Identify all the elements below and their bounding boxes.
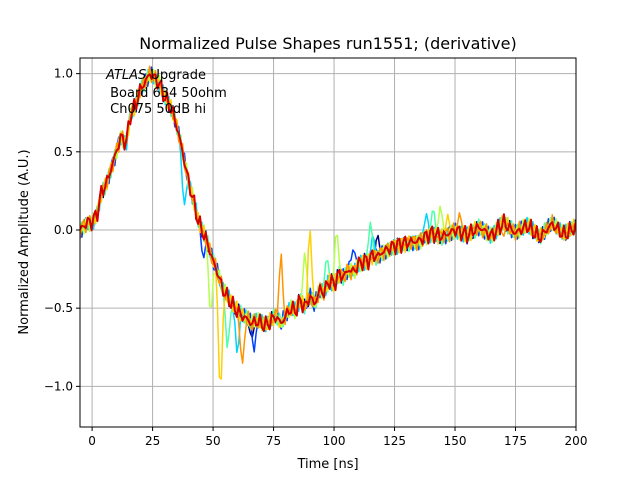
x-tick-label: 125	[383, 434, 406, 448]
series-lines	[80, 65, 576, 380]
x-axis-label: Time [ns]	[296, 457, 358, 472]
x-tick-label: 25	[145, 434, 160, 448]
x-tick-label: 50	[205, 434, 220, 448]
annotation-channel: Ch075 50dB hi	[106, 102, 206, 117]
plot-frame	[79, 57, 577, 428]
annotation-board: Board 634 50ohm	[106, 86, 227, 101]
y-axis-label: Normalized Amplitude (A.U.)	[17, 149, 32, 334]
annotation: ATLAS Upgrade Board 634 50ohm Ch075 50dB…	[105, 68, 227, 117]
x-tick-label: 175	[504, 434, 527, 448]
annotation-upgrade: Upgrade	[146, 68, 206, 83]
y-tick-label: 1.0	[54, 67, 73, 81]
x-tick-label: 150	[444, 434, 467, 448]
x-tick-label: 200	[565, 434, 588, 448]
x-tick-label: 0	[88, 434, 96, 448]
svg-text:ATLAS Upgrade: ATLAS Upgrade	[105, 68, 206, 83]
x-tick-label: 75	[266, 434, 281, 448]
annotation-atlas: ATLAS	[105, 68, 146, 83]
x-tick-label: 100	[323, 434, 346, 448]
y-tick-label: −0.5	[44, 301, 73, 315]
axis-ticks: 0 25 50 75 100 125 150 175 200 1.0 0.5 0.0 −0.5 −1.0	[44, 67, 588, 448]
y-tick-label: 0.0	[54, 223, 73, 237]
y-tick-label: 0.5	[54, 145, 73, 159]
series-line	[80, 73, 576, 333]
chart-title: Normalized Pulse Shapes run1551; (deriva…	[139, 34, 516, 53]
y-tick-label: −1.0	[44, 379, 73, 393]
